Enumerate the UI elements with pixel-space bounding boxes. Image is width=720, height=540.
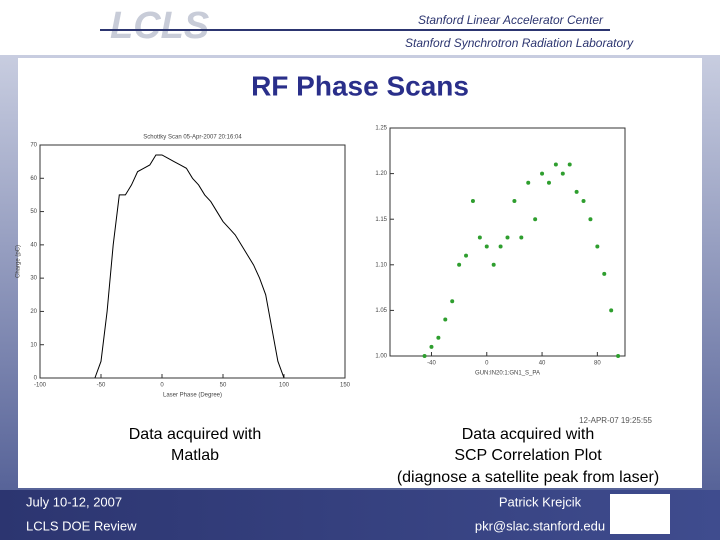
chart-title: Schottky Scan 05-Apr-2007 20:16:04	[143, 135, 242, 141]
data-point	[429, 344, 434, 349]
x-tick-label: -50	[97, 383, 106, 389]
y-tick-label: 40	[30, 242, 37, 248]
caption: Matlab	[171, 447, 219, 464]
data-point	[491, 262, 496, 267]
data-point	[546, 180, 551, 185]
x-axis-label: Laser Phase (Degree)	[163, 393, 222, 399]
y-tick-label: 1.25	[375, 126, 387, 132]
data-point	[595, 244, 600, 249]
data-point	[498, 244, 503, 249]
x-tick-label: 40	[539, 361, 546, 367]
y-tick-label: 60	[30, 176, 37, 182]
y-tick-label: 30	[30, 276, 37, 282]
x-tick-label: 80	[594, 361, 601, 367]
y-axis-label: Charge (pC)	[16, 245, 22, 278]
data-point	[609, 308, 614, 313]
data-point	[477, 235, 482, 240]
slac-logo-box	[610, 494, 670, 534]
data-point	[457, 262, 462, 267]
data-point	[422, 354, 427, 358]
y-tick-label: 10	[30, 342, 37, 348]
caption: (diagnose a satellite peak from laser)	[397, 469, 659, 486]
data-point	[464, 253, 469, 258]
y-tick-label: 50	[30, 209, 37, 215]
y-tick-label: 20	[30, 309, 37, 315]
data-point	[616, 354, 621, 358]
data-point	[567, 162, 572, 167]
content-panel	[18, 58, 702, 488]
data-point	[519, 235, 524, 240]
x-tick-label: 0	[160, 383, 164, 389]
footer-date: July 10-12, 2007	[26, 494, 122, 509]
data-point	[443, 317, 448, 322]
y-tick-label: 1.05	[375, 308, 387, 314]
y-tick-label: 0	[34, 376, 38, 382]
data-point	[436, 335, 441, 340]
plot-frame	[39, 144, 346, 379]
y-tick-label: 70	[30, 143, 37, 149]
data-point	[581, 198, 586, 203]
footer-bar	[0, 490, 720, 540]
footer-author: Patrick Krejcik	[499, 494, 582, 509]
caption: Data acquired with	[129, 426, 262, 443]
y-tick-label: 1.00	[375, 354, 387, 360]
data-line	[94, 154, 285, 379]
data-point	[553, 162, 558, 167]
logo: LCLS	[110, 5, 209, 47]
data-point	[505, 235, 510, 240]
caption: Data acquired with	[462, 426, 595, 443]
data-point	[526, 180, 531, 185]
data-point	[512, 198, 517, 203]
data-point	[588, 217, 593, 222]
y-tick-label: 1.20	[375, 171, 387, 177]
data-point	[602, 271, 607, 276]
plot-frame	[389, 127, 626, 357]
timestamp: 12-APR-07 19:25:55	[579, 416, 652, 425]
x-tick-label: 50	[220, 383, 227, 389]
footer-email: pkr@slac.stanford.edu	[475, 518, 605, 533]
data-point	[560, 171, 565, 176]
x-tick-label: -40	[427, 361, 436, 367]
data-point	[540, 171, 545, 176]
data-point	[533, 217, 538, 222]
data-point	[484, 244, 489, 249]
org-line: Stanford Linear Accelerator Center	[418, 13, 604, 27]
y-tick-label: 1.10	[375, 262, 387, 268]
caption: SCP Correlation Plot	[454, 447, 602, 464]
data-point	[574, 189, 579, 194]
x-tick-label: -100	[34, 383, 47, 389]
x-axis-label: GUN:IN20:1:GN1_S_PA	[475, 371, 540, 377]
data-point	[470, 198, 475, 203]
x-tick-label: 150	[340, 383, 351, 389]
slide-title: RF Phase Scans	[251, 70, 469, 101]
footer-event: LCLS DOE Review	[26, 518, 137, 533]
data-point	[450, 299, 455, 304]
x-tick-label: 100	[279, 383, 290, 389]
y-tick-label: 1.15	[375, 217, 387, 223]
x-tick-label: 0	[485, 361, 489, 367]
org-line: Stanford Synchrotron Radiation Laborator…	[405, 36, 634, 50]
